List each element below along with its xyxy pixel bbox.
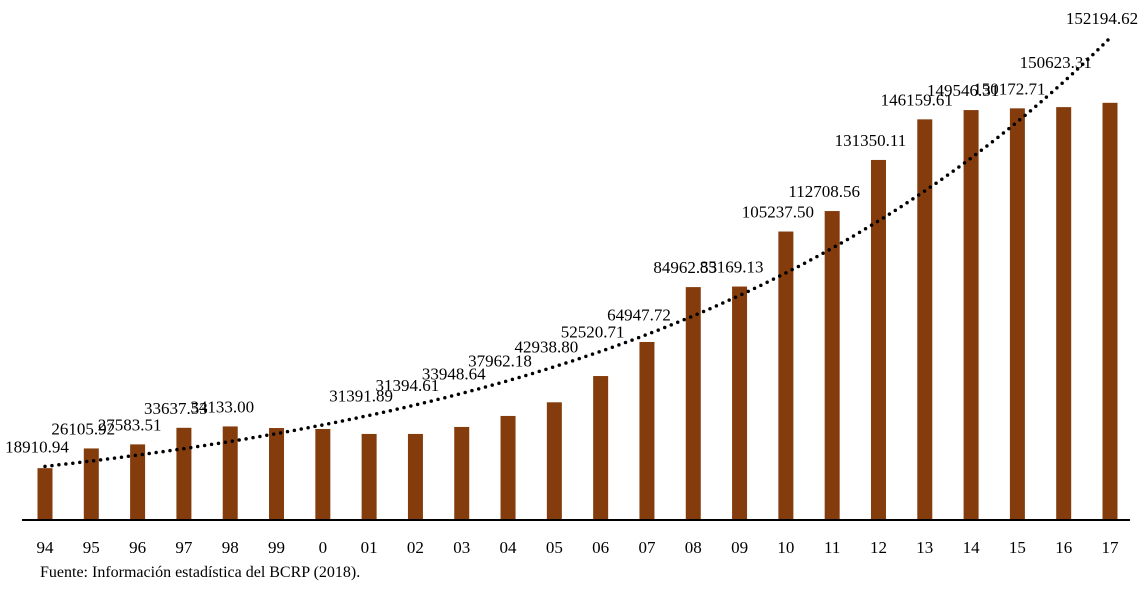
bar — [1056, 107, 1072, 520]
bar — [1009, 108, 1025, 520]
data-label: 37962.18 — [468, 352, 532, 371]
x-tick-label: 15 — [1009, 538, 1026, 557]
data-label: 150172.71 — [973, 79, 1045, 98]
x-tick-label: 13 — [916, 538, 933, 557]
x-tick-label: 96 — [129, 538, 146, 557]
x-tick-label: 02 — [407, 538, 424, 557]
bar — [685, 287, 701, 520]
source-note: Fuente: Información estadística del BCRP… — [40, 564, 360, 581]
x-tick-label: 01 — [361, 538, 378, 557]
bar — [83, 448, 99, 520]
data-label: 27583.51 — [98, 415, 162, 434]
data-label: 33948.64 — [422, 364, 486, 383]
data-label: 34133.00 — [190, 397, 254, 416]
bar — [361, 433, 377, 520]
bar — [315, 428, 331, 520]
data-label: 149546.31 — [927, 81, 999, 100]
x-tick-label: 17 — [1102, 538, 1120, 557]
bar — [824, 211, 840, 520]
bar — [176, 427, 192, 520]
data-label: 84962.53 — [653, 258, 717, 277]
x-tick-label: 05 — [546, 538, 563, 557]
x-tick-label: 11 — [824, 538, 840, 557]
x-tick-label: 97 — [175, 538, 193, 557]
data-label: 31394.61 — [376, 376, 440, 395]
bar — [454, 426, 470, 520]
data-label: 152194.62 — [1066, 9, 1138, 28]
bar — [222, 426, 238, 520]
bar — [593, 376, 609, 520]
x-tick-label: 14 — [963, 538, 981, 557]
x-tick-label: 16 — [1055, 538, 1072, 557]
x-tick-label: 09 — [731, 538, 748, 557]
bar — [963, 110, 979, 521]
data-label: 31391.89 — [329, 386, 393, 405]
x-tick-label: 94 — [37, 538, 55, 557]
x-tick-label: 95 — [83, 538, 100, 557]
x-tick-label: 08 — [685, 538, 702, 557]
x-tick-label: 04 — [500, 538, 518, 557]
data-label: 150623.31 — [1020, 53, 1092, 72]
bar — [500, 415, 516, 520]
bar — [1102, 102, 1118, 521]
data-label: 131350.11 — [835, 131, 907, 150]
bar — [917, 119, 933, 521]
bar — [37, 468, 53, 520]
x-tick-label: 12 — [870, 538, 887, 557]
x-tick-label: 03 — [453, 538, 470, 557]
bar — [639, 341, 655, 520]
data-label: 105237.50 — [742, 203, 814, 222]
bar — [407, 433, 423, 520]
data-label: 112708.56 — [788, 182, 860, 201]
data-label: 85169.13 — [700, 258, 764, 277]
bar — [778, 231, 794, 520]
data-label: 33637.53 — [144, 399, 208, 418]
bar — [130, 444, 146, 520]
data-label: 146159.61 — [881, 90, 953, 109]
x-tick-label: 06 — [592, 538, 609, 557]
x-tick-label: 99 — [268, 538, 285, 557]
bar — [870, 159, 886, 520]
x-tick-label: 10 — [777, 538, 794, 557]
bar — [732, 286, 748, 520]
data-label: 42938.80 — [514, 338, 578, 357]
data-label: 64947.72 — [607, 305, 671, 324]
x-tick-label: 07 — [638, 538, 656, 557]
x-tick-label: 0 — [319, 538, 328, 557]
bar — [546, 402, 562, 520]
bar — [269, 428, 285, 520]
data-label: 18910.94 — [5, 437, 69, 456]
data-label: 26105.92 — [51, 419, 115, 438]
x-tick-label: 98 — [222, 538, 239, 557]
data-label: 52520.71 — [561, 322, 625, 341]
